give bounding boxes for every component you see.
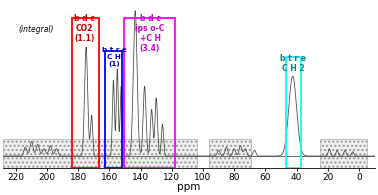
Bar (72, 18, 99, 168)
Bar (3, 139, 197, 168)
X-axis label: ppm: ppm (177, 182, 201, 191)
Bar (124, 18, 175, 168)
Bar (320, 139, 367, 168)
Text: b t r e
C H 2: b t r e C H 2 (280, 54, 307, 73)
Text: b t r e
C H
(1): b t r e C H (1) (102, 47, 127, 66)
Bar (105, 51, 122, 168)
Bar (286, 57, 301, 168)
Text: b d c
CO2
(1.1): b d c CO2 (1.1) (74, 14, 95, 43)
Text: (integral): (integral) (19, 25, 54, 34)
Bar (209, 139, 251, 168)
Text: b d c
ips o-C
+C H
(3.4): b d c ips o-C +C H (3.4) (135, 14, 165, 53)
